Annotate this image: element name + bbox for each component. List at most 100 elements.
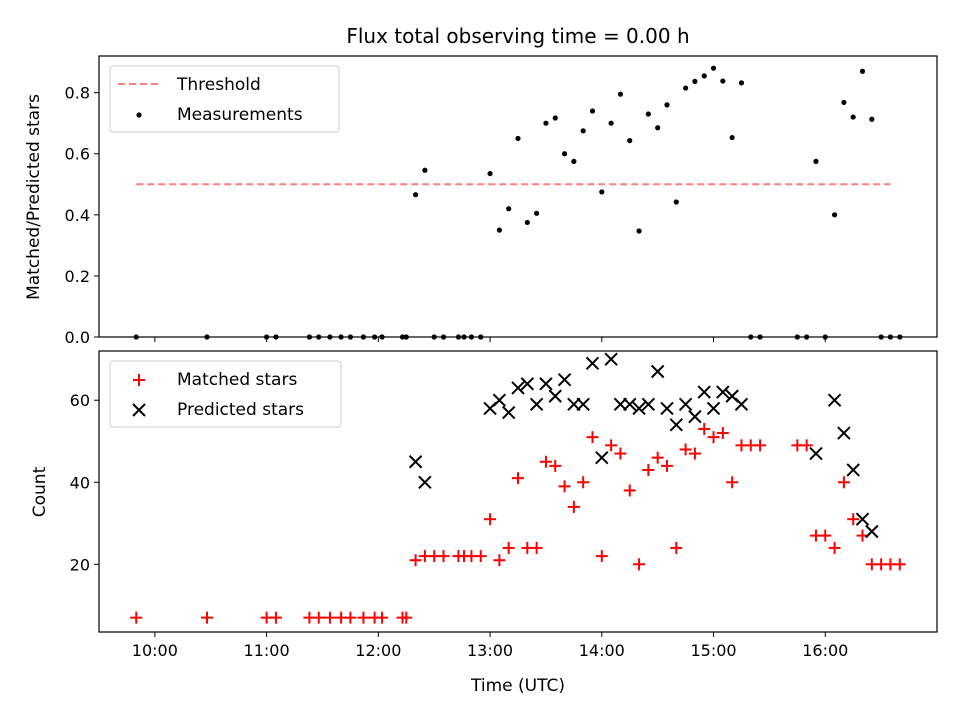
matched-star-point (567, 500, 580, 513)
measurement-point (859, 68, 866, 74)
matched-star-point (642, 463, 655, 476)
predicted-star-point (511, 381, 525, 395)
measurement-point (729, 134, 735, 141)
predicted-star-point (716, 385, 730, 399)
matched-star-point (651, 451, 664, 464)
measurement-point (841, 99, 847, 106)
x-tick-label: 10:00 (132, 641, 178, 660)
matched-star-point (679, 443, 692, 456)
predicted-star-point (492, 393, 507, 407)
bottom-x-ticks: 10:00 11:00 12:00 13:00 14:00 15:00 16:00 (132, 632, 848, 660)
legend-matched-swatch (133, 374, 145, 386)
measurement-point (673, 199, 679, 205)
predicted-star-point (697, 385, 711, 399)
matched-star-point (357, 611, 370, 624)
x-tick-label: 14:00 (579, 641, 625, 660)
matched-star-point (400, 611, 413, 624)
predicted-star-point (809, 446, 823, 461)
predicted-star-point (408, 455, 423, 469)
matched-star-point (660, 459, 673, 472)
legend-matched-label: Matched stars (177, 370, 297, 390)
matched-star-point (670, 541, 683, 554)
matched-star-point (707, 431, 720, 444)
predicted-star-point (529, 397, 544, 412)
matched-star-point (484, 513, 497, 526)
top-y-axis-label: Matched/Predicted stars (24, 94, 44, 300)
measurement-point (487, 170, 493, 177)
top-y-tick-label: 0.2 (65, 267, 90, 286)
matched-star-point (376, 611, 389, 624)
measurement-point (571, 158, 577, 164)
measurement-point (506, 206, 512, 212)
legend-measurements-swatch (136, 112, 142, 118)
bottom-y-ticks: 20 40 60 (70, 391, 99, 574)
matched-star-point (512, 472, 524, 485)
legend-predicted-label: Predicted stars (177, 400, 304, 420)
matched-star-point (614, 447, 627, 460)
predicted-star-point (632, 401, 646, 416)
matched-stars-points (130, 422, 906, 624)
matched-star-point (595, 550, 608, 563)
top-y-tick-label: 0.6 (65, 145, 90, 164)
matched-star-point (577, 476, 590, 489)
x-tick-label: 11:00 (244, 641, 290, 660)
top-legend: Threshold Measurements (109, 65, 340, 133)
matched-star-point (344, 611, 357, 624)
measurement-point (831, 212, 838, 218)
measurement-point (608, 120, 614, 126)
predicted-star-point (548, 389, 562, 403)
predicted-star-point (837, 426, 851, 440)
matched-star-point (269, 611, 282, 624)
matched-star-point (586, 431, 599, 444)
measurement-point (738, 80, 745, 86)
top-y-ticks: 0.0 0.2 0.4 0.6 0.8 (65, 84, 99, 347)
matched-star-point (130, 611, 143, 624)
predicted-star-point (865, 524, 879, 539)
predicted-stars-points (408, 352, 879, 539)
matched-star-point (539, 455, 552, 468)
matched-star-point (847, 513, 860, 526)
predicted-star-point (604, 352, 618, 366)
matched-star-point (688, 447, 701, 460)
top-y-tick-label: 0.0 (65, 328, 90, 347)
predicted-star-point (585, 356, 600, 371)
predicted-star-point (576, 397, 590, 412)
matched-star-point (437, 550, 450, 563)
measurement-point (589, 108, 596, 114)
predicted-star-point (623, 397, 637, 412)
legend-threshold-label: Threshold (176, 75, 261, 95)
bottom-y-tick-label: 40 (70, 473, 90, 492)
measurement-point (617, 91, 624, 97)
x-tick-label: 15:00 (690, 641, 736, 660)
bottom-y-tick-label: 20 (70, 555, 90, 574)
matched-star-point (201, 611, 214, 624)
matched-star-point (893, 558, 906, 571)
matched-star-point (549, 459, 562, 472)
predicted-star-point (678, 397, 693, 412)
measurement-point (561, 151, 568, 157)
legend-predicted-swatch (132, 403, 146, 417)
measurement-point (515, 135, 521, 142)
measurement-point (813, 158, 819, 164)
matched-star-point (493, 554, 506, 567)
predicted-star-point (557, 373, 572, 387)
measurement-point (850, 114, 856, 120)
predicted-star-point (520, 377, 535, 391)
x-tick-label: 13:00 (467, 641, 513, 660)
matched-star-point (837, 476, 850, 489)
bottom-y-tick-label: 60 (70, 391, 90, 410)
x-tick-label: 16:00 (802, 641, 848, 660)
predicted-star-point (669, 418, 683, 432)
predicted-star-point (660, 401, 674, 416)
measurement-point (645, 111, 651, 117)
bottom-y-axis-label: Count (30, 466, 50, 517)
matched-star-point (409, 554, 422, 567)
bottom-panel: 20 40 60 10:00 11:00 12:00 13:00 14:00 15:00 16:… (30, 350, 938, 696)
predicted-star-point (688, 409, 702, 424)
measurement-point (580, 128, 586, 134)
matched-star-point (800, 439, 813, 452)
measurement-point (552, 115, 558, 121)
measurement-point (496, 227, 502, 233)
matched-star-point (502, 541, 515, 554)
matched-star-point (633, 558, 646, 571)
